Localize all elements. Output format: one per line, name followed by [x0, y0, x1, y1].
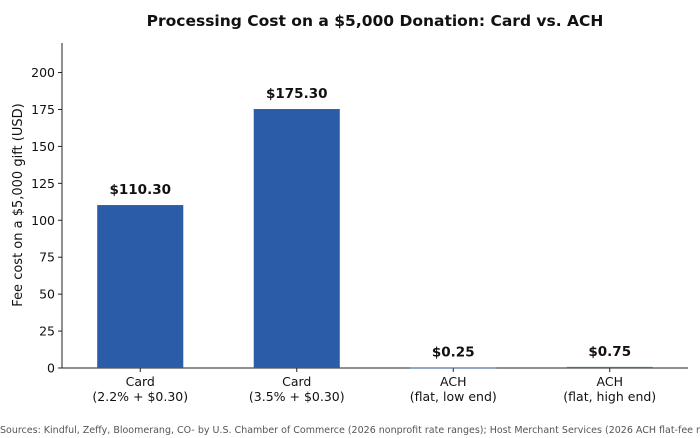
bar: [566, 366, 653, 368]
bar-value-label: $110.30: [110, 182, 172, 198]
x-tick-label: Card: [126, 374, 155, 389]
y-tick-label: 25: [39, 324, 55, 339]
y-tick-label: 175: [31, 102, 55, 117]
y-tick-label: 150: [31, 139, 55, 154]
y-tick-label: 75: [39, 250, 55, 265]
bar-value-label: $175.30: [266, 86, 328, 102]
bar: [97, 205, 184, 368]
x-axis: Card(2.2% + $0.30)Card(3.5% + $0.30)ACH(…: [62, 367, 688, 404]
data-labels: $110.30 $175.30 $0.25 $0.75: [110, 86, 632, 361]
y-tick-label: 0: [47, 361, 55, 376]
x-tick-label: Card: [282, 374, 311, 389]
bar-value-label: $0.25: [432, 345, 475, 361]
bars: [97, 109, 653, 369]
y-axis: 0 25 50 75 100 125 150 175 200: [31, 43, 63, 376]
y-axis-label: Fee cost on a $5,000 gift (USD): [11, 103, 26, 306]
x-tick-label: (2.2% + $0.30): [92, 389, 188, 404]
bar: [410, 367, 497, 369]
y-tick-label: 50: [39, 287, 55, 302]
x-tick-label: (flat, high end): [563, 389, 656, 404]
x-tick-label: (3.5% + $0.30): [249, 389, 345, 404]
x-tick-label: ACH: [597, 374, 623, 389]
source-note: Sources: Kindful, Zeffy, Bloomerang, CO-…: [0, 425, 700, 436]
chart-title: Processing Cost on a $5,000 Donation: Ca…: [147, 12, 604, 30]
bar-value-label: $0.75: [588, 344, 631, 360]
x-tick-label: ACH: [440, 374, 466, 389]
y-tick-label: 100: [31, 213, 55, 228]
y-tick-label: 200: [31, 65, 55, 80]
bar: [253, 109, 340, 368]
x-tick-label: (flat, low end): [410, 389, 497, 404]
y-tick-label: 125: [31, 176, 55, 191]
